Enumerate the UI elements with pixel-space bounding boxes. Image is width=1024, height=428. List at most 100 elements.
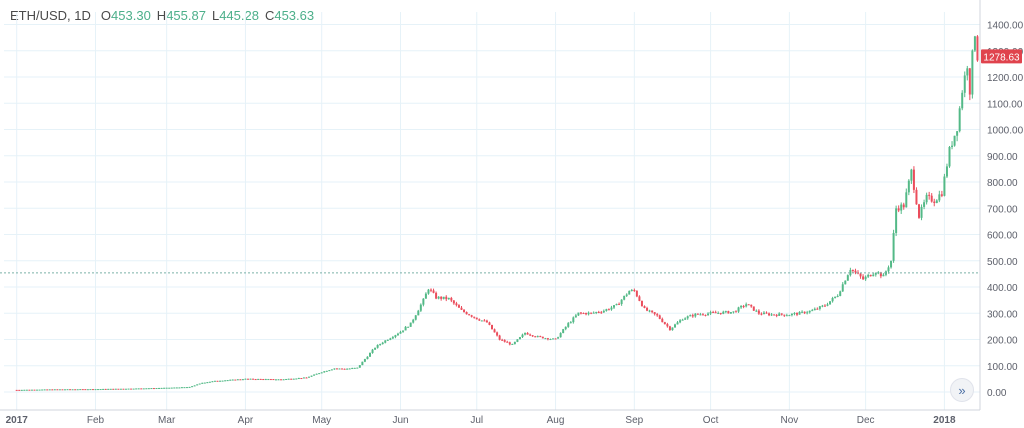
candle-body [742, 306, 745, 308]
candle-body [452, 300, 455, 304]
candle-body [122, 388, 125, 390]
candle-body [155, 388, 158, 390]
candle-body [488, 322, 491, 325]
candle-body [615, 303, 618, 306]
candle-body [613, 305, 615, 308]
candle-body [404, 326, 407, 331]
candle-body [818, 306, 821, 309]
candle-body [668, 326, 671, 331]
candle-body [231, 379, 234, 381]
candle-body [53, 389, 56, 391]
candle-body [391, 337, 394, 339]
candle-body [877, 272, 880, 274]
candle-body [475, 317, 478, 320]
candle-body [343, 368, 346, 370]
candle-body [592, 312, 595, 314]
candle-body [958, 108, 961, 132]
candle-body [394, 335, 397, 338]
candle-body [567, 323, 570, 327]
candle-body [193, 385, 196, 387]
candle-body [638, 296, 641, 301]
candle-body [285, 379, 288, 381]
candle-body [463, 309, 466, 313]
candle-body [163, 387, 166, 389]
candle-body [691, 315, 694, 317]
candle-body [137, 388, 140, 390]
y-tick-label: 100.00 [987, 362, 1018, 373]
candle-body [460, 307, 463, 310]
candle-body [585, 313, 588, 315]
candle-body [552, 338, 554, 340]
candle-body [674, 324, 676, 328]
candle-body [94, 389, 97, 391]
candle-body [356, 367, 359, 369]
candle-body [89, 389, 92, 391]
candle-body [76, 389, 79, 391]
candle-body [562, 329, 565, 334]
candle-body [328, 370, 331, 372]
candle-body [666, 324, 669, 327]
candle-body [308, 376, 310, 378]
candle-body [501, 339, 504, 341]
candle-body [483, 320, 486, 322]
candle-body [712, 312, 715, 314]
y-tick-label: 800.00 [987, 178, 1018, 189]
candle-body [839, 291, 842, 296]
scroll-to-realtime-button[interactable]: » [950, 378, 974, 402]
candle-body [727, 311, 730, 314]
candle-body [445, 296, 448, 300]
candle-body [305, 377, 308, 379]
candle-body [366, 356, 369, 360]
candle-body [541, 336, 544, 339]
candle-body [895, 208, 898, 233]
y-tick-label: 700.00 [987, 204, 1018, 215]
candle-body [790, 313, 793, 316]
candle-body [775, 314, 778, 316]
candle-body [676, 322, 679, 325]
candle-body [99, 389, 102, 391]
x-tick-label: 2018 [933, 415, 956, 426]
candle-body [740, 306, 743, 308]
candle-body [915, 189, 918, 205]
candle-body [86, 389, 89, 391]
candle-body [219, 380, 222, 382]
candle-body [318, 373, 321, 375]
candle-body [422, 298, 425, 305]
candle-body [635, 290, 638, 297]
candle-body [704, 314, 707, 316]
candle-body [20, 389, 23, 391]
candle-body [112, 388, 115, 390]
candle-body [297, 378, 300, 380]
candle-body [145, 388, 148, 390]
candle-body [765, 312, 768, 314]
candle-body [457, 305, 460, 308]
candle-body [953, 135, 956, 146]
candle-body [142, 388, 145, 390]
candle-body [773, 314, 776, 316]
candle-body [846, 275, 849, 281]
candle-body [610, 307, 613, 310]
candle-body [735, 311, 737, 313]
candle-body [465, 312, 468, 315]
candle-body [198, 383, 201, 385]
candle-body [323, 371, 326, 373]
candle-body [399, 331, 402, 334]
y-tick-label: 0.00 [987, 388, 1007, 399]
candle-body [109, 388, 112, 390]
candle-body [531, 335, 534, 337]
y-tick-label: 600.00 [987, 231, 1018, 242]
candle-body [132, 388, 135, 390]
candle-body [630, 289, 633, 291]
candle-body [681, 319, 684, 321]
candle-body [396, 333, 399, 336]
candle-body [679, 320, 682, 323]
candle-body [956, 131, 959, 136]
x-tick-label: 2017 [6, 415, 29, 426]
candle-body [485, 320, 488, 323]
candle-body [557, 337, 560, 339]
candle-body [755, 310, 758, 312]
candle-body [239, 379, 242, 381]
y-tick-label: 1000.00 [987, 126, 1024, 137]
candle-body [869, 274, 872, 277]
